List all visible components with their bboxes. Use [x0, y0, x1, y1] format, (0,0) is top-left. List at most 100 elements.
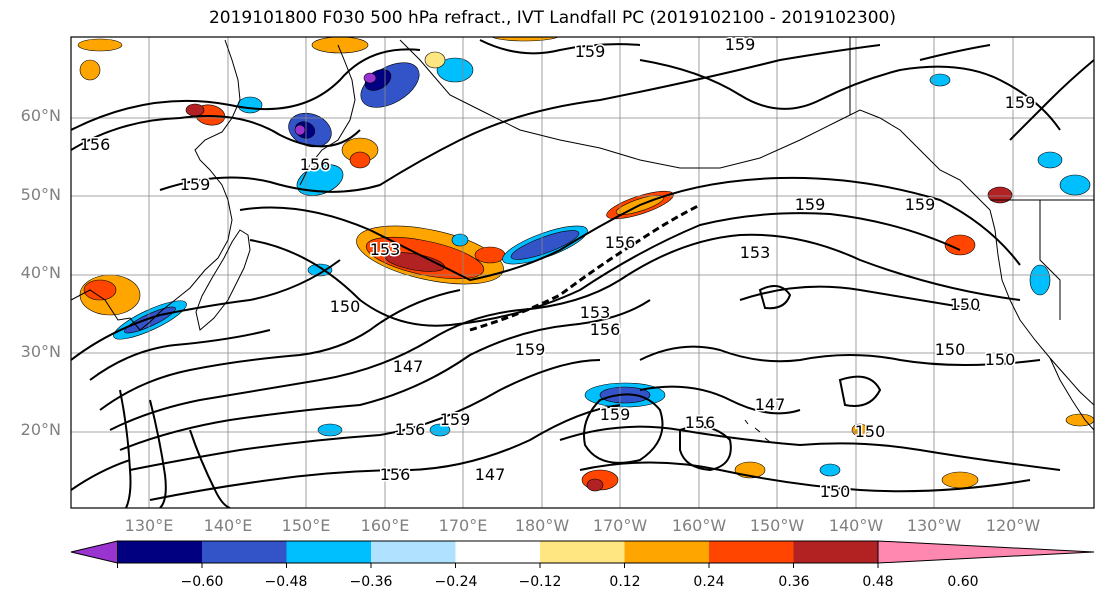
- map-title: 2019101800 F030 500 hPa refract., IVT La…: [208, 8, 896, 28]
- anomaly-patch: [491, 37, 559, 42]
- colorbar-tick-label: 0.36: [778, 574, 809, 590]
- colorbar-segment: [455, 541, 541, 563]
- colorbar-tick-label: 0.24: [693, 574, 724, 590]
- lon-label-150w: 150°W: [750, 516, 805, 535]
- longitude-labels: 130°E 140°E 150°E 160°E 170°E 180°W 170°…: [125, 516, 1041, 535]
- contour-label: 150: [950, 295, 981, 314]
- contour-label: 159: [795, 195, 826, 214]
- anomaly-patch: [436, 57, 474, 83]
- anomaly-patch: [307, 263, 333, 277]
- lon-label-140w: 140°W: [829, 516, 884, 535]
- colorbar-segment: [202, 541, 287, 563]
- anomaly-patch: [185, 103, 205, 117]
- anomaly-patch: [929, 73, 951, 87]
- lat-label-30n: 30°N: [21, 342, 61, 361]
- contour-label: 159: [515, 340, 546, 359]
- contour-label: 156: [685, 413, 716, 432]
- lon-label-130e: 130°E: [125, 516, 174, 535]
- anomaly-patch: [451, 233, 469, 247]
- contour-label: 150: [820, 482, 851, 501]
- anomaly-patch: [429, 423, 451, 437]
- anomaly-patch: [1059, 174, 1091, 196]
- colorbar-segment: [540, 541, 625, 563]
- lat-label-50n: 50°N: [21, 185, 61, 204]
- colorbar-tick-label: −0.48: [265, 574, 308, 590]
- colorbar-tick-label: 0.12: [609, 574, 640, 590]
- contour-label: 159: [575, 42, 606, 61]
- contour-label: 153: [370, 240, 401, 259]
- contour-label: 153: [740, 243, 771, 262]
- contour-lines: [71, 39, 1094, 508]
- colorbar-segment: [709, 541, 794, 563]
- anomaly-patch: [317, 423, 343, 437]
- border-state: [1039, 200, 1061, 320]
- lon-label-180w: 180°W: [515, 516, 570, 535]
- colorbar-extend-right: [877, 540, 1095, 564]
- coastlines: [71, 37, 1094, 443]
- contour-label: 159: [440, 410, 471, 429]
- map-background: [71, 37, 1094, 508]
- contour-label: 150: [330, 297, 361, 316]
- anomaly-patch: [424, 51, 446, 69]
- graticule: [71, 37, 1094, 508]
- anomaly-patch: [944, 234, 976, 256]
- asia-coast: [71, 39, 241, 331]
- lon-label-120w: 120°W: [986, 516, 1041, 535]
- contour-label: 150: [855, 422, 886, 441]
- contour-label: 147: [475, 465, 506, 484]
- lon-label-170e: 170°E: [439, 516, 488, 535]
- contour-label: 159: [180, 175, 211, 194]
- anomaly-patch: [311, 37, 369, 54]
- anomaly-patch: [237, 96, 263, 114]
- contour-label: 153: [580, 303, 611, 322]
- alaska-coast: [399, 39, 991, 211]
- colorbar-tick-label: −0.24: [435, 574, 478, 590]
- contour-label: 156: [80, 135, 111, 154]
- contour-label: 156: [605, 233, 636, 252]
- anomaly-patch: [1065, 413, 1094, 427]
- contour-label: 156: [590, 320, 621, 339]
- map-frame: [70, 36, 1095, 509]
- contour-label: 159: [905, 195, 936, 214]
- colorbar-extend-left: [70, 540, 118, 564]
- lon-label-170w: 170°W: [593, 516, 648, 535]
- contour-label: 159: [600, 405, 631, 424]
- anomaly-patch: [77, 38, 123, 52]
- colorbar-segment: [117, 541, 203, 563]
- anomaly-patch: [83, 279, 117, 301]
- contour-label: 159: [1005, 93, 1036, 112]
- contour-label: 147: [393, 357, 424, 376]
- lon-label-160w: 160°W: [672, 516, 727, 535]
- baja-coast: [1049, 357, 1094, 431]
- lat-label-20n: 20°N: [21, 420, 61, 439]
- lat-label-60n: 60°N: [21, 106, 61, 125]
- colorbar-tick-labels: −0.60 −0.48 −0.36 −0.24 −0.12 0.12 0.24 …: [181, 574, 979, 590]
- contour-label: 159: [725, 35, 756, 54]
- colorbar-outline: [117, 540, 879, 564]
- lon-label-130w: 130°W: [907, 516, 962, 535]
- contour-label: 150: [935, 340, 966, 359]
- anomaly-patch: [987, 186, 1013, 204]
- japan-coast: [195, 229, 251, 331]
- anomaly-patch: [941, 471, 979, 489]
- colorbar-tick-label: −0.36: [350, 574, 393, 590]
- colorbar: [70, 540, 1095, 568]
- colorbar-tick-label: 0.48: [862, 574, 893, 590]
- na-west-coast: [989, 209, 1094, 406]
- anomaly-patch: [349, 151, 371, 169]
- colorbar-segment: [371, 541, 456, 563]
- lon-label-160e: 160°E: [361, 516, 410, 535]
- contour-label: 156: [300, 155, 331, 174]
- contour-label: 147: [755, 395, 786, 414]
- contour-label: 156: [380, 465, 411, 484]
- contour-label: 156: [395, 420, 426, 439]
- latitude-labels: 60°N 50°N 40°N 30°N 20°N: [21, 106, 61, 439]
- anomaly-patch: [363, 72, 377, 84]
- colorbar-segment: [793, 541, 879, 563]
- kamchatka-coast: [299, 44, 356, 186]
- lat-label-40n: 40°N: [21, 263, 61, 282]
- colorbar-segment: [624, 541, 710, 563]
- anomaly-patch: [474, 246, 506, 264]
